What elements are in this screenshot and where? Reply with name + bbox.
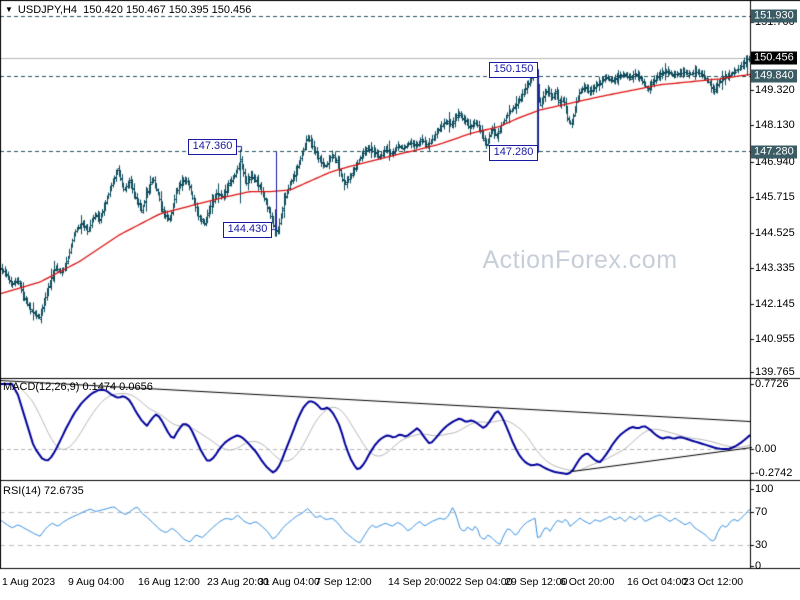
price-axis-label: 151.930 — [751, 9, 797, 23]
time-axis-label: 1 Aug 2023 — [2, 576, 56, 588]
price-axis-label: 143.335 — [755, 262, 795, 274]
price-axis-label: 148.130 — [755, 119, 795, 131]
time-axis-label: 22 Sep 04:00 — [450, 576, 513, 588]
time-axis-label: 29 Sep 12:00 — [505, 576, 568, 588]
chart-header: ▼ USDJPY,H4 150.420 150.467 150.395 150.4… — [5, 4, 251, 16]
symbol-timeframe-label: USDJPY,H4 — [17, 4, 78, 16]
macd-values: 0.1474 0.0656 — [82, 381, 153, 393]
price-axis-label: 147.280 — [751, 145, 797, 159]
macd-axis-label: 0.00 — [755, 443, 777, 455]
rsi-axis-label: 100 — [755, 483, 774, 495]
rsi-axis-label: 30 — [755, 539, 768, 551]
macd-name: MACD(12,26,9) — [3, 381, 80, 393]
price-axis-label: 149.840 — [751, 69, 797, 83]
time-axis-label: 23 Oct 12:00 — [683, 576, 744, 588]
price-axis-label: 146.940 — [755, 156, 795, 168]
time-axis-label: 31 Aug 04:00 — [258, 576, 320, 588]
price-axis-label: 140.955 — [755, 333, 795, 345]
price-axis-label: 149.320 — [755, 84, 795, 96]
callout-147360: 147.360 — [188, 139, 237, 155]
price-axis-label: 139.765 — [755, 366, 795, 378]
time-axis-label: 7 Sep 12:00 — [315, 576, 372, 588]
price-axis-label: 150.456 — [751, 51, 797, 65]
price-axis-label: 145.715 — [755, 191, 795, 203]
rsi-value: 72.6735 — [43, 485, 84, 497]
callout-150150: 150.150 — [489, 62, 538, 78]
callout-147280: 147.280 — [489, 145, 538, 161]
time-axis-label: 23 Aug 20:00 — [207, 576, 269, 588]
macd-axis-label: 0.7726 — [755, 378, 789, 390]
macd-indicator-label: MACD(12,26,9) 0.1474 0.0656 — [3, 381, 153, 393]
callout-144430: 144.430 — [223, 222, 272, 238]
collapse-arrow-icon[interactable]: ▼ — [5, 5, 13, 14]
rsi-indicator-label: RSI(14) 72.6735 — [3, 485, 84, 497]
price-axis-label: 144.525 — [755, 227, 795, 239]
rsi-axis-label: 70 — [755, 506, 768, 518]
time-axis-label: 16 Aug 12:00 — [138, 576, 200, 588]
rsi-axis-label: 0 — [755, 560, 762, 572]
ohlc-values: 150.420 150.467 150.395 150.456 — [83, 4, 252, 16]
time-axis-label: 9 Aug 04:00 — [68, 576, 125, 588]
rsi-name: RSI(14) — [3, 485, 41, 497]
time-axis-label: 14 Sep 20:00 — [388, 576, 451, 588]
time-axis-label: 16 Oct 04:00 — [627, 576, 688, 588]
macd-axis-label: -0.2742 — [755, 467, 793, 479]
price-axis-label: 142.145 — [755, 298, 795, 310]
time-axis-label: 6 Oct 20:00 — [560, 576, 615, 588]
